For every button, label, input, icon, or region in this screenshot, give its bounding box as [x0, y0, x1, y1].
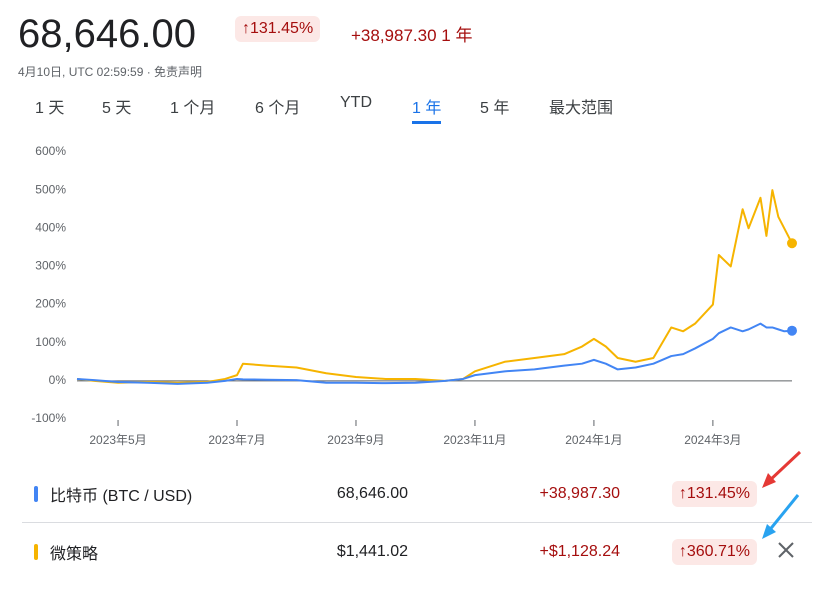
- blue-arrowhead: [762, 524, 776, 539]
- pct: 131.45%: [686, 485, 750, 502]
- y-tick-label: 400%: [35, 220, 66, 234]
- price: 68,646.00: [18, 12, 196, 56]
- period: 1 年: [441, 26, 473, 45]
- x-tick-label: 2023年7月: [208, 433, 265, 447]
- row-change: +38,987.30: [539, 485, 620, 502]
- color-swatch: [34, 544, 38, 560]
- tab[interactable]: 5 天: [102, 100, 132, 117]
- change-pct-badge: ↑131.45%: [235, 16, 321, 42]
- chart: -100% 0% 100% 200% 300% 400% 500% 600% 2023年5月 20…: [31, 144, 797, 447]
- y-tick-label: 200%: [35, 297, 66, 311]
- end-dot: [787, 238, 797, 249]
- row-change-pct: ↑131.45%: [671, 481, 757, 507]
- timestamp: 4月10日, UTC 02:59:59 · 免责声明: [18, 65, 203, 79]
- row-name: 微策略: [50, 546, 99, 563]
- annotations: [762, 450, 802, 558]
- tab[interactable]: 1 天: [35, 100, 65, 117]
- divider: [22, 522, 812, 523]
- tab[interactable]: 最大范围: [549, 100, 614, 117]
- x-tick-label: 2024年1月: [565, 433, 622, 447]
- tab[interactable]: YTD: [340, 94, 372, 111]
- tab[interactable]: 1 个月: [170, 100, 216, 117]
- tab[interactable]: 1 年: [412, 94, 442, 124]
- row-price: 68,646.00: [336, 485, 408, 502]
- x-tick-label: 2024年3月: [684, 433, 741, 447]
- pct: 360.71%: [686, 543, 750, 560]
- close-icon[interactable]: [778, 542, 794, 558]
- series-line: [76, 189, 793, 384]
- y-tick-label: 300%: [35, 259, 66, 273]
- color-swatch: [34, 486, 38, 502]
- x-tick-label: 2023年5月: [89, 433, 146, 447]
- row[interactable]: 比特币 (BTC / USD) 68,646.00 +38,987.30 ↑13…: [22, 468, 812, 520]
- y-tick-label: 600%: [35, 144, 66, 158]
- red-arrow: [766, 450, 802, 484]
- change-value: +38,987.30: [351, 26, 437, 45]
- change-pct: 131.45%: [250, 20, 314, 37]
- row-change: +$1,128.24: [539, 543, 620, 560]
- x-tick-label: 2023年9月: [327, 433, 384, 447]
- row-change-pct: ↑360.71%: [671, 539, 757, 565]
- tab[interactable]: 5 年: [480, 100, 510, 117]
- y-tick-label: -100%: [31, 411, 66, 425]
- tab[interactable]: 6 个月: [255, 100, 301, 117]
- y-tick-label: 100%: [35, 335, 66, 349]
- change: +38,987.30 1 年: [351, 21, 472, 46]
- red-arrowhead: [762, 473, 776, 488]
- row-name: 比特币 (BTC / USD): [50, 488, 193, 505]
- row-price: $1,441.02: [336, 543, 408, 560]
- y-tick-label: 500%: [35, 182, 66, 196]
- end-dot: [787, 325, 797, 336]
- row[interactable]: 微策略 $1,441.02 +$1,128.24 ↑360.71%: [22, 526, 812, 578]
- x-tick-label: 2023年11月: [443, 433, 506, 447]
- series-line: [76, 322, 793, 385]
- y-tick-label: 0%: [49, 373, 67, 387]
- blue-arrow: [766, 494, 800, 533]
